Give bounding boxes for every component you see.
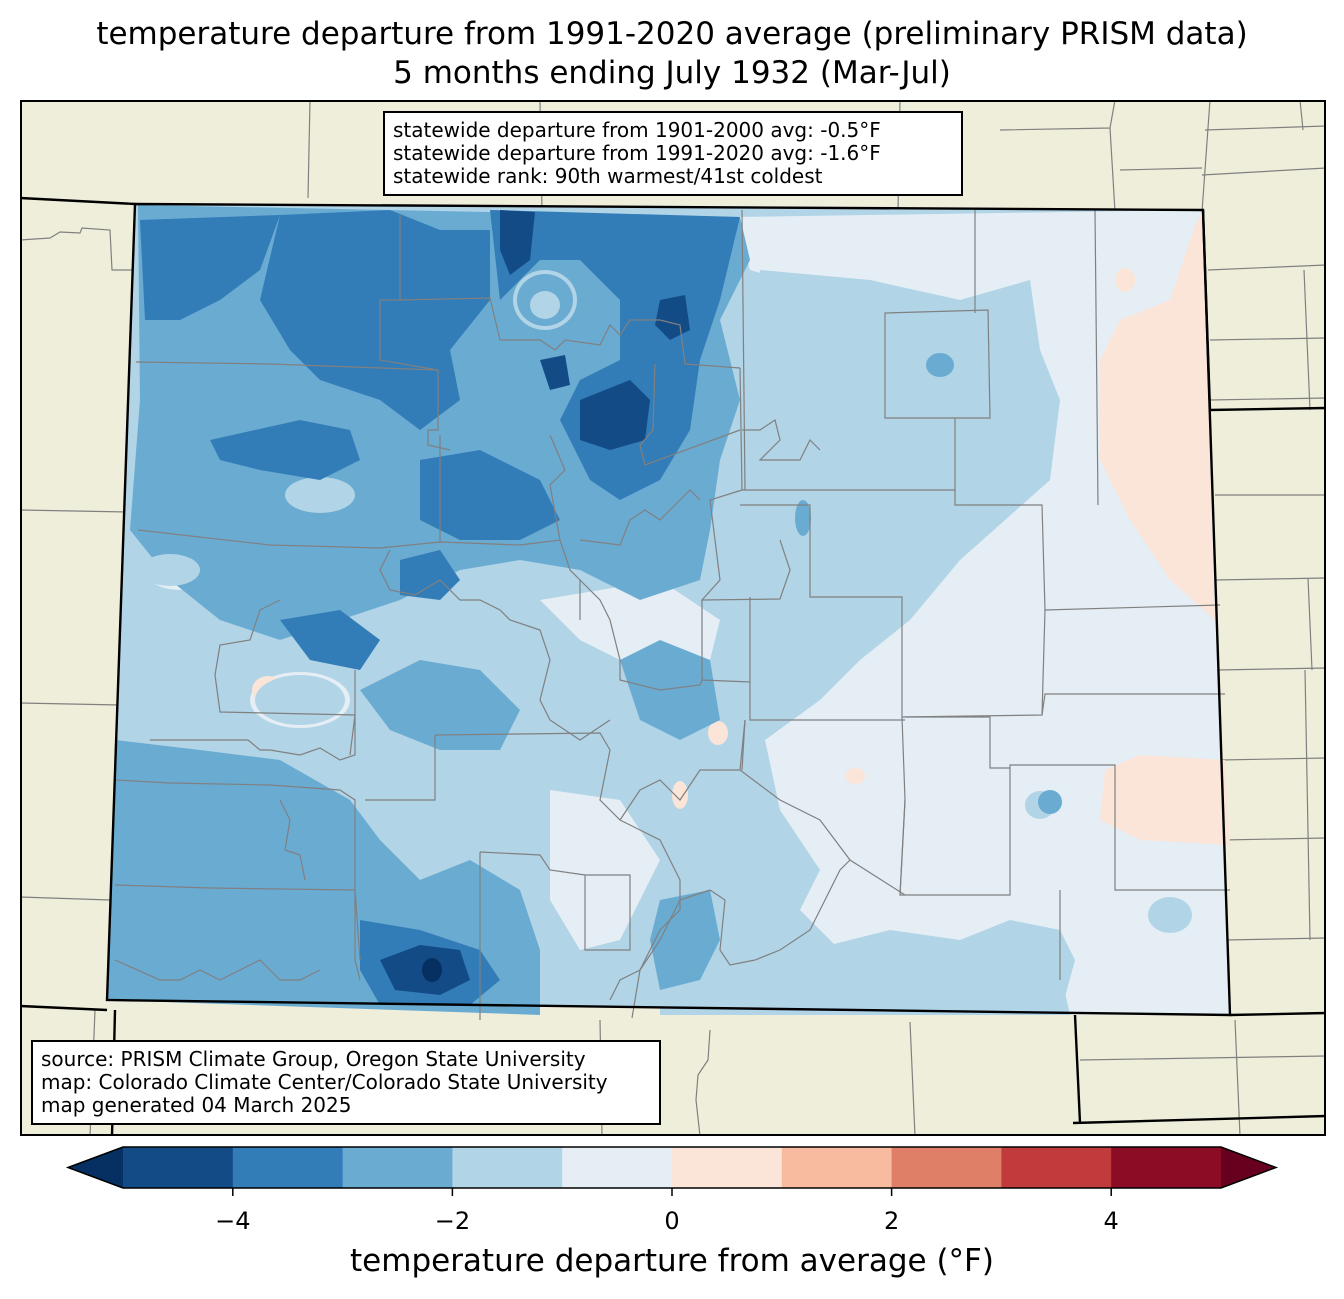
colorbar-extend-over xyxy=(1221,1147,1276,1188)
colorbar-bin xyxy=(562,1147,673,1188)
colorado-temperature-map xyxy=(20,100,1326,1136)
colorbar: −4 −2 0 2 4 xyxy=(65,1146,1279,1235)
colorbar-outline xyxy=(65,1146,1279,1189)
map-title: temperature departure from 1991-2020 ave… xyxy=(96,16,1248,52)
colorbar-bin xyxy=(781,1147,893,1188)
colorbar-bin xyxy=(342,1147,453,1188)
source-box: source: PRISM Climate Group, Oregon Stat… xyxy=(31,1040,661,1125)
colorbar-tick-label: 4 xyxy=(1104,1207,1119,1235)
colorbar-tick-label: −4 xyxy=(215,1207,250,1235)
map-subtitle: 5 months ending July 1932 (Mar-Jul) xyxy=(393,55,951,91)
colorbar-tick-label: −2 xyxy=(435,1207,470,1235)
source-line-map: map: Colorado Climate Center/Colorado St… xyxy=(41,1070,608,1094)
colorbar-bin xyxy=(672,1147,783,1188)
stats-line-1901-2000: statewide departure from 1901-2000 avg: … xyxy=(393,118,881,142)
colorbar-tick-label: 0 xyxy=(664,1207,679,1235)
colorbar-bin xyxy=(1001,1147,1112,1188)
stats-line-rank: statewide rank: 90th warmest/41st coldes… xyxy=(393,164,823,188)
colorbar-bin xyxy=(891,1147,1002,1188)
colorbar-bin xyxy=(452,1147,563,1188)
colorbar-bin xyxy=(123,1147,234,1188)
colorbar-bin xyxy=(232,1147,344,1188)
source-line-generated: map generated 04 March 2025 xyxy=(41,1093,352,1117)
source-line-prism: source: PRISM Climate Group, Oregon Stat… xyxy=(41,1047,586,1071)
stats-line-1991-2020: statewide departure from 1991-2020 avg: … xyxy=(393,141,881,165)
colorbar-extend-under xyxy=(68,1147,123,1188)
statewide-stats-box: statewide departure from 1901-2000 avg: … xyxy=(383,111,963,196)
colorbar-bin xyxy=(1111,1147,1222,1188)
colorbar-label: temperature departure from average (°F) xyxy=(350,1243,994,1279)
colorbar-tick-label: 2 xyxy=(884,1207,899,1235)
colorado-county-lines xyxy=(114,209,1230,1020)
